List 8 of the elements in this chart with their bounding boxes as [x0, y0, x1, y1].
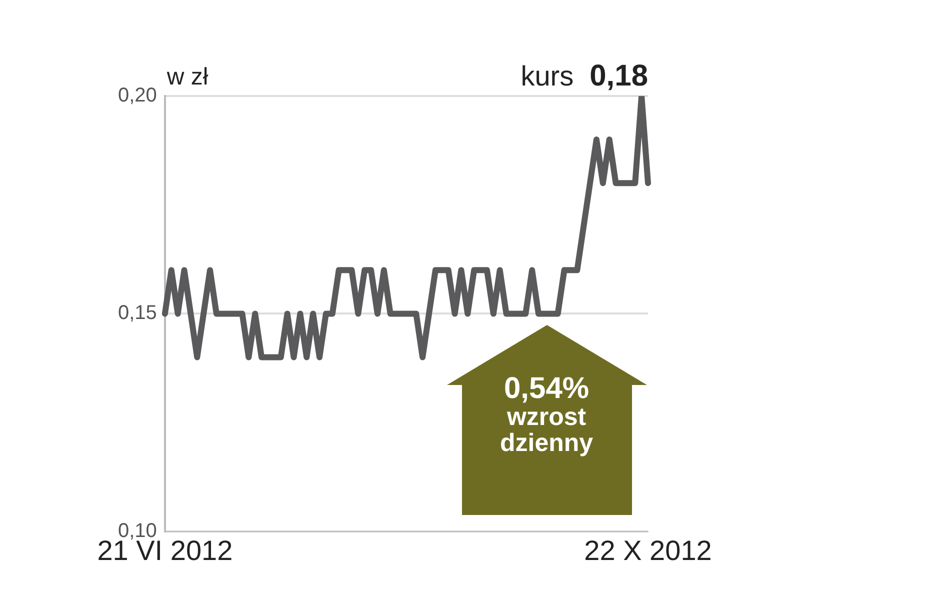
y-tick-label: 0,15 [118, 302, 157, 324]
y-axis-title: w zł [166, 64, 209, 91]
y-tick-label: 0,20 [118, 84, 157, 107]
text: kurs [520, 60, 574, 92]
text: 0,18 [590, 59, 648, 92]
x-tick-label: 22 X 2012 [584, 534, 712, 566]
annotation: wzrost dzienny [499, 403, 594, 458]
annotation: 0,54% [503, 372, 590, 405]
